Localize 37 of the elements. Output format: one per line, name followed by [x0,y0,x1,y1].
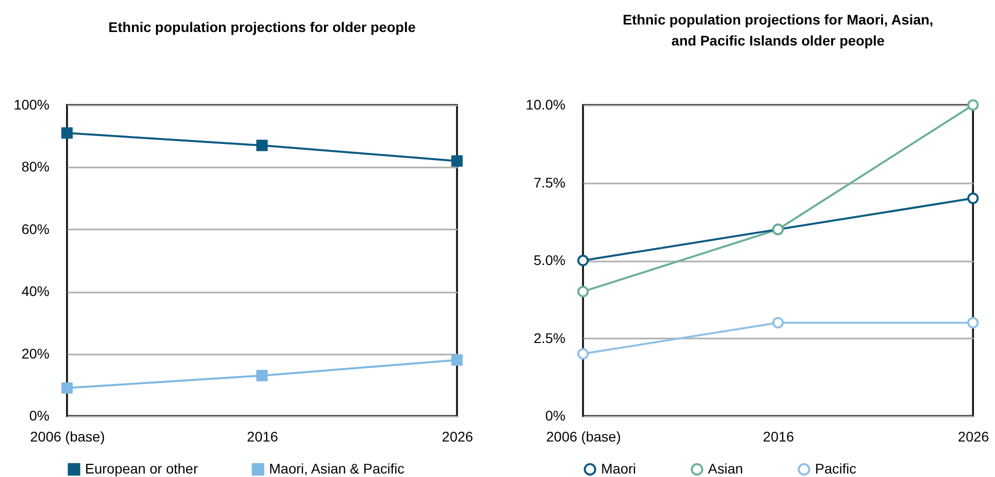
legend-label: Maori [601,460,636,476]
point [967,316,979,328]
point [451,155,463,167]
point [451,354,463,366]
y-tick-label: 0% [545,408,566,424]
point [256,370,268,382]
point [577,348,589,360]
y-tick-label: 60% [21,220,50,237]
y-tick-label: 100% [14,96,50,112]
chart-title: Ethnic population projections for Maori, Asian, and Pacific Islands older people [622,11,934,48]
legend-label: Asian [708,460,744,476]
x-tick-label: 2026 [442,428,474,444]
point [256,140,268,152]
y-tick-label: 0% [29,408,50,424]
y-tick-label: 7.5% [534,174,566,190]
x-tick-label: 2016 [762,428,794,444]
point [61,382,73,394]
y-tick-label: 20% [21,345,50,362]
legend-label: European or other [85,460,198,476]
chart-title: Ethnic population projections for older people [108,19,416,35]
point [61,127,73,139]
point [577,254,589,266]
x-tick-label: 2026 [958,428,990,444]
point [967,192,979,204]
y-tick-label: 2.5% [534,330,566,346]
y-tick-label: 10.0% [526,96,566,112]
x-tick-label: 2006 (base) [546,428,621,444]
legend-label: Maori, Asian & Pacific [269,460,404,476]
point [772,316,784,328]
point [577,286,589,298]
y-tick-label: 80% [21,158,50,175]
x-tick-label: 2006 (base) [30,428,105,444]
legend-label: Pacific [815,460,856,476]
x-tick-label: 2016 [246,428,278,444]
y-tick-label: 40% [21,283,50,300]
y-tick-label: 5.0% [534,252,566,268]
point [967,99,979,111]
